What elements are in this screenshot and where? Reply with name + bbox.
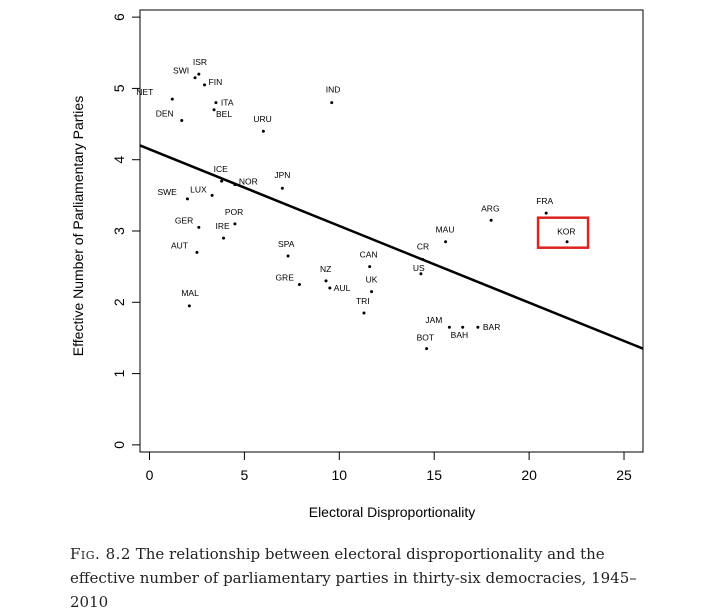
data-point xyxy=(328,286,332,290)
data-point xyxy=(330,101,334,105)
x-tick-label: 10 xyxy=(332,467,348,483)
point-label: ISR xyxy=(193,57,207,67)
point-label: FRA xyxy=(536,196,553,206)
y-tick-label: 5 xyxy=(111,84,127,92)
x-tick-label: 0 xyxy=(146,467,154,483)
data-point xyxy=(170,97,174,101)
data-point xyxy=(286,254,290,258)
point-label: NOR xyxy=(239,177,258,187)
data-point xyxy=(180,119,184,122)
point-label: CAN xyxy=(360,250,378,260)
regression-line xyxy=(139,144,644,350)
data-point xyxy=(214,101,218,105)
x-axis-title: Electoral Disproportionality xyxy=(309,504,476,520)
y-tick-label: 4 xyxy=(111,156,127,164)
point-label: GER xyxy=(175,215,193,225)
data-point xyxy=(544,211,548,215)
point-label: POR xyxy=(225,207,243,217)
x-tick-label: 20 xyxy=(521,467,537,483)
point-label: GRE xyxy=(275,272,294,282)
y-tick-label: 3 xyxy=(111,227,127,235)
y-tick-label: 6 xyxy=(111,13,127,21)
point-label: DEN xyxy=(156,109,174,119)
figure-label: Fig. 8.2 xyxy=(70,545,131,563)
data-point xyxy=(476,325,480,329)
y-tick-label: 0 xyxy=(111,441,127,449)
data-point xyxy=(203,83,207,87)
data-point xyxy=(324,279,328,283)
y-tick-label: 1 xyxy=(111,369,127,377)
highlight-box xyxy=(536,216,590,249)
data-point xyxy=(261,129,265,133)
data-point xyxy=(197,72,201,76)
x-tick-label: 15 xyxy=(426,467,442,483)
data-point xyxy=(193,76,197,80)
point-label: BEL xyxy=(216,109,232,119)
data-point xyxy=(222,236,226,240)
point-label: BAR xyxy=(483,322,500,332)
point-label: FIN xyxy=(209,77,223,87)
point-label: UK xyxy=(366,275,378,285)
data-point xyxy=(185,197,189,201)
point-label: US xyxy=(413,263,425,273)
point-label: AUL xyxy=(334,283,351,293)
point-label: ITA xyxy=(221,98,234,108)
axes: 0 5 10 15 20 25 0 1 2 3 4 5 6 xyxy=(111,9,644,483)
point-label: JPN xyxy=(274,170,290,180)
point-label: URU xyxy=(253,114,271,124)
point-label: BAH xyxy=(451,330,468,340)
data-point xyxy=(233,183,237,187)
data-point xyxy=(197,225,201,229)
data-point xyxy=(280,186,284,190)
point-label: IND xyxy=(326,85,341,95)
data-point xyxy=(297,282,301,286)
point-label: SWI xyxy=(173,66,189,76)
data-point xyxy=(195,250,199,254)
point-label: IRE xyxy=(216,221,231,231)
point-label: AUT xyxy=(171,240,188,250)
data-point xyxy=(370,290,374,294)
point-label: CR xyxy=(417,242,429,252)
point-label: MAL xyxy=(181,288,199,298)
data-point xyxy=(419,272,423,276)
data-point xyxy=(565,240,569,244)
data-point xyxy=(368,265,372,269)
caption-text: The relationship between electoral dispr… xyxy=(70,545,637,611)
figure-caption: Fig. 8.2 The relationship between electo… xyxy=(70,542,670,614)
point-label: KOR xyxy=(557,227,575,237)
data-point xyxy=(187,304,191,308)
point-label: LUX xyxy=(190,184,207,194)
point-label: BOT xyxy=(417,333,434,343)
y-tick-label: 2 xyxy=(111,298,127,306)
x-tick-label: 5 xyxy=(240,467,248,483)
point-label: NZ xyxy=(320,264,331,274)
data-point xyxy=(421,258,425,262)
point-label: SPA xyxy=(278,239,295,249)
y-axis-title: Effective Number of Parliamentary Partie… xyxy=(70,96,86,356)
point-label: MAU xyxy=(436,225,455,235)
data-point xyxy=(444,240,448,244)
data-point xyxy=(212,108,216,112)
data-point xyxy=(362,311,366,315)
point-label: ARG xyxy=(481,203,499,213)
data-point xyxy=(210,193,214,197)
x-tick-label: 25 xyxy=(616,467,632,483)
point-label: JAM xyxy=(425,315,442,325)
point-label: NET xyxy=(136,87,153,97)
data-point xyxy=(425,347,429,351)
data-point xyxy=(461,325,465,329)
point-label: SWE xyxy=(157,187,177,197)
point-label: TRI xyxy=(356,296,370,306)
data-point xyxy=(220,179,224,183)
data-point xyxy=(447,325,451,329)
data-point xyxy=(233,222,237,226)
data-point xyxy=(489,218,493,222)
point-label: ICE xyxy=(214,164,229,174)
